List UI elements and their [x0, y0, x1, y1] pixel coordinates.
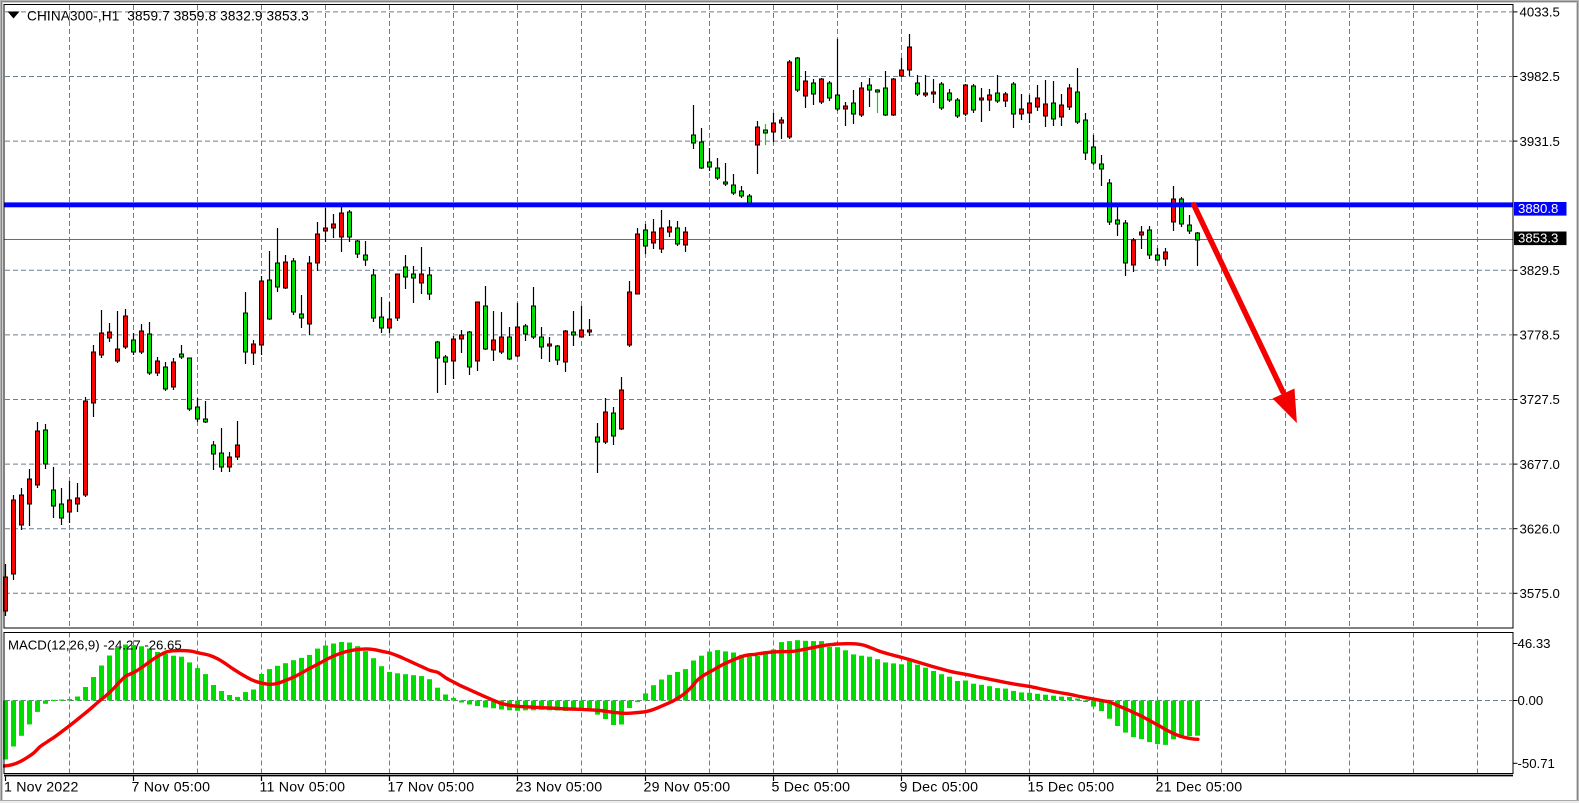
svg-text:3778.5: 3778.5 [1520, 328, 1560, 343]
svg-text:3727.5: 3727.5 [1520, 392, 1560, 407]
svg-text:MACD(12,26,9) -24.27 -26.65: MACD(12,26,9) -24.27 -26.65 [8, 638, 182, 653]
svg-text:3575.0: 3575.0 [1520, 586, 1560, 601]
svg-text:3677.0: 3677.0 [1520, 457, 1560, 472]
svg-text:15 Dec 05:00: 15 Dec 05:00 [1028, 780, 1115, 796]
svg-text:3829.5: 3829.5 [1520, 263, 1560, 278]
svg-text:5 Dec 05:00: 5 Dec 05:00 [772, 780, 851, 796]
svg-text:-50.71: -50.71 [1518, 756, 1555, 771]
svg-text:7 Nov 05:00: 7 Nov 05:00 [132, 780, 211, 796]
svg-text:17 Nov 05:00: 17 Nov 05:00 [388, 780, 475, 796]
svg-text:3880.8: 3880.8 [1518, 201, 1558, 216]
svg-text:9 Dec 05:00: 9 Dec 05:00 [900, 780, 979, 796]
svg-text:3626.0: 3626.0 [1520, 521, 1560, 536]
svg-text:46.33: 46.33 [1518, 636, 1551, 651]
svg-text:3982.5: 3982.5 [1520, 69, 1560, 84]
svg-text:3853.3: 3853.3 [1518, 231, 1558, 246]
svg-text:3931.5: 3931.5 [1520, 134, 1560, 149]
svg-text:11 Nov 05:00: 11 Nov 05:00 [260, 780, 346, 796]
svg-text:CHINA300-,H1 3859.7 3859.8 38: CHINA300-,H1 3859.7 3859.8 3832.9 3853.3 [27, 8, 309, 23]
svg-text:0.00: 0.00 [1518, 693, 1544, 708]
svg-text:23 Nov 05:00: 23 Nov 05:00 [516, 780, 603, 796]
svg-text:29 Nov 05:00: 29 Nov 05:00 [644, 780, 731, 796]
svg-text:1 Nov 2022: 1 Nov 2022 [4, 780, 79, 796]
svg-text:21 Dec 05:00: 21 Dec 05:00 [1156, 780, 1243, 796]
svg-text:4033.5: 4033.5 [1520, 5, 1560, 20]
